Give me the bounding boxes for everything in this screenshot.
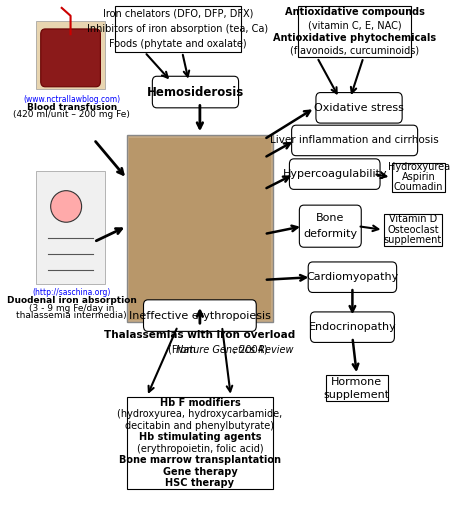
FancyBboxPatch shape (36, 171, 105, 284)
Text: Endocrinopathy: Endocrinopathy (309, 322, 396, 332)
Text: (erythropoietin, folic acid): (erythropoietin, folic acid) (137, 443, 263, 453)
Text: Vitamin D: Vitamin D (389, 214, 437, 225)
Text: decitabin and phenylbutyrate): decitabin and phenylbutyrate) (126, 421, 274, 431)
Text: (hydroxyurea, hydroxycarbamide,: (hydroxyurea, hydroxycarbamide, (117, 409, 283, 419)
Text: HSC therapy: HSC therapy (165, 478, 234, 488)
Text: supplement: supplement (384, 235, 442, 246)
Text: Bone: Bone (316, 213, 345, 224)
FancyBboxPatch shape (152, 76, 238, 108)
Text: Inhibitors of iron absorption (tea, Ca): Inhibitors of iron absorption (tea, Ca) (87, 24, 268, 34)
FancyBboxPatch shape (144, 300, 256, 331)
Text: (From: (From (168, 345, 199, 355)
FancyBboxPatch shape (36, 21, 105, 89)
Text: deformity: deformity (303, 229, 357, 239)
Text: Oxidative stress: Oxidative stress (314, 103, 404, 113)
Text: Liver inflammation and cirrhosis: Liver inflammation and cirrhosis (270, 135, 439, 146)
FancyBboxPatch shape (292, 125, 418, 156)
FancyBboxPatch shape (298, 6, 411, 57)
Text: Hemosiderosis: Hemosiderosis (147, 86, 244, 98)
Text: (420 ml/unit – 200 mg Fe): (420 ml/unit – 200 mg Fe) (13, 110, 130, 119)
Text: Duodenal iron absorption: Duodenal iron absorption (7, 296, 137, 305)
FancyBboxPatch shape (127, 136, 273, 322)
Text: Bone marrow transplantation: Bone marrow transplantation (119, 455, 281, 465)
Text: (3 - 9 mg Fe/day in: (3 - 9 mg Fe/day in (29, 304, 114, 312)
Text: Hb F modifiers: Hb F modifiers (160, 398, 240, 408)
FancyBboxPatch shape (384, 214, 442, 246)
Text: (http://saschina.org): (http://saschina.org) (33, 288, 111, 297)
Text: supplement: supplement (324, 390, 390, 400)
FancyBboxPatch shape (308, 262, 397, 292)
Text: (vitamin C, E, NAC): (vitamin C, E, NAC) (308, 20, 401, 30)
Text: Ineffective erythropoiesis: Ineffective erythropoiesis (129, 310, 271, 321)
Text: Aspirin: Aspirin (402, 172, 436, 183)
Text: Nature Genetics Review: Nature Genetics Review (175, 345, 293, 355)
Text: (www.nctrallawblog.com): (www.nctrallawblog.com) (23, 95, 120, 104)
Ellipse shape (51, 190, 82, 222)
Text: (flavonoids, curcuminoids): (flavonoids, curcuminoids) (290, 46, 419, 56)
Text: Hypercoagulability: Hypercoagulability (283, 169, 387, 179)
Text: Coumadin: Coumadin (394, 182, 444, 192)
FancyBboxPatch shape (115, 6, 241, 52)
FancyBboxPatch shape (392, 163, 445, 192)
FancyBboxPatch shape (300, 205, 361, 247)
Text: Iron chelators (DFO, DFP, DFX): Iron chelators (DFO, DFP, DFX) (102, 8, 253, 18)
FancyBboxPatch shape (316, 93, 402, 123)
Text: Antioxidative phytochemicals: Antioxidative phytochemicals (273, 33, 436, 43)
Text: Hydroxyurea: Hydroxyurea (388, 163, 450, 173)
Text: Cardiomyopathy: Cardiomyopathy (306, 272, 399, 282)
Text: Gene therapy: Gene therapy (163, 467, 237, 477)
Text: thalassemia intermedia): thalassemia intermedia) (17, 311, 127, 320)
Text: , 2004): , 2004) (233, 345, 268, 355)
FancyBboxPatch shape (290, 159, 380, 189)
FancyBboxPatch shape (326, 375, 388, 401)
FancyBboxPatch shape (127, 397, 273, 489)
FancyBboxPatch shape (310, 312, 394, 342)
Text: Thalassemias with iron overload: Thalassemias with iron overload (104, 330, 295, 340)
Text: Antioxidative compounds: Antioxidative compounds (285, 7, 425, 17)
FancyBboxPatch shape (129, 138, 271, 320)
Text: Foods (phytate and oxalate): Foods (phytate and oxalate) (109, 39, 246, 49)
Text: Hb stimulating agents: Hb stimulating agents (138, 432, 261, 442)
Text: Hormone: Hormone (331, 377, 383, 387)
Text: Osteoclast: Osteoclast (387, 225, 439, 235)
FancyBboxPatch shape (41, 29, 100, 87)
Text: Blood transfusion: Blood transfusion (27, 103, 117, 112)
